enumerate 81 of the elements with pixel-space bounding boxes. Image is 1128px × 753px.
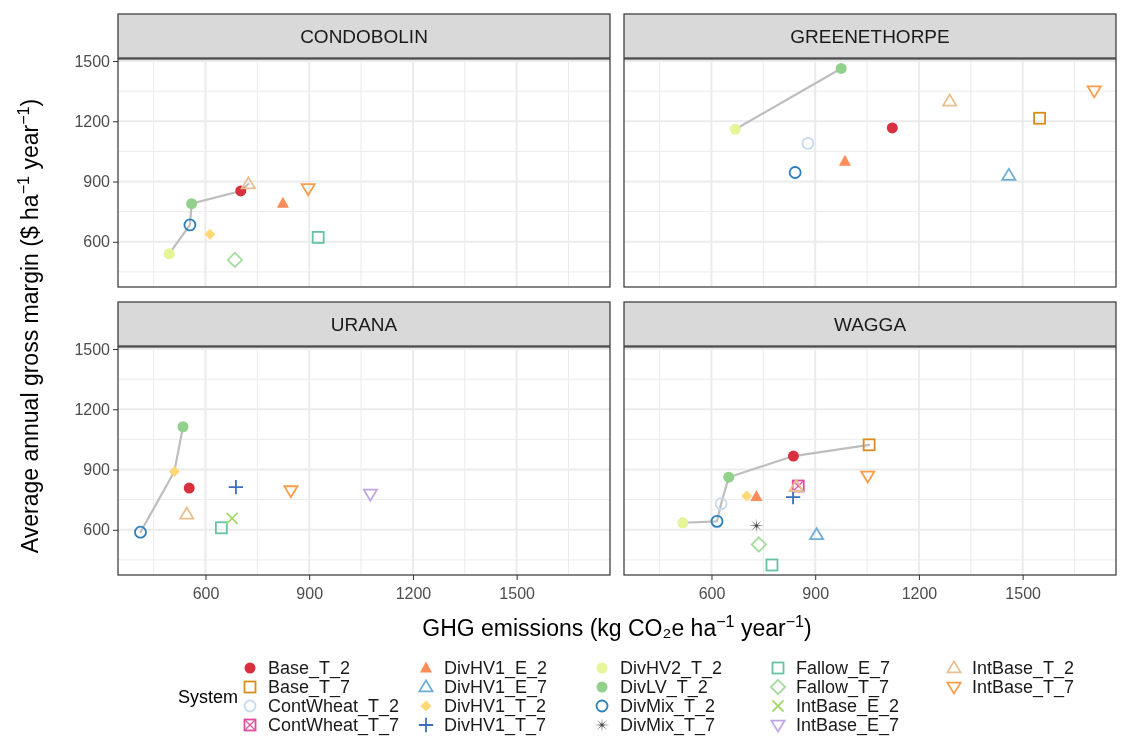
point bbox=[809, 527, 825, 541]
y-tick-label: 1500 bbox=[74, 340, 111, 358]
y-tick-label: 600 bbox=[83, 233, 111, 251]
point bbox=[741, 490, 753, 502]
point bbox=[300, 183, 316, 197]
legend-label: Base_T_2 bbox=[268, 658, 351, 679]
point bbox=[276, 196, 289, 208]
point bbox=[134, 525, 147, 539]
chart-title: URANA bbox=[330, 314, 398, 335]
legend-label: DivHV1_T_2 bbox=[444, 696, 547, 717]
point bbox=[942, 93, 958, 107]
legend-label: DivMix_T_7 bbox=[620, 715, 716, 736]
point bbox=[362, 488, 378, 502]
point bbox=[163, 248, 175, 260]
point bbox=[204, 228, 216, 240]
point bbox=[801, 136, 815, 150]
chart-title: WAGGA bbox=[833, 314, 907, 335]
point bbox=[168, 466, 180, 478]
point bbox=[677, 517, 689, 529]
chart-title: CONDOBOLIN bbox=[300, 26, 428, 47]
point bbox=[214, 521, 228, 535]
legend-label: DivHV1_T_7 bbox=[444, 715, 547, 736]
x-tick-label: 600 bbox=[192, 585, 220, 602]
legend-label: ContWheat_T_7 bbox=[268, 715, 400, 736]
legend-label: DivHV1_E_2 bbox=[444, 658, 548, 679]
point bbox=[723, 471, 735, 483]
y-tick-label: 1200 bbox=[74, 400, 111, 418]
y-tick-label: 900 bbox=[83, 461, 111, 479]
legend-label: DivMix_T_2 bbox=[620, 696, 716, 717]
point bbox=[227, 479, 244, 496]
legend-label: DivLV_T_2 bbox=[620, 677, 708, 698]
y-tick-label: 600 bbox=[83, 521, 111, 539]
x-tick-label: 1200 bbox=[395, 585, 432, 602]
point bbox=[710, 514, 724, 528]
point bbox=[177, 421, 189, 433]
x-axis-title: GHG emissions (kg CO₂e ha$^{−1}$ year$^{−1}$) bbox=[422, 612, 812, 641]
point bbox=[835, 62, 847, 74]
legend-label: Fallow_E_7 bbox=[796, 658, 891, 679]
point bbox=[179, 506, 195, 520]
point bbox=[226, 251, 243, 268]
point bbox=[750, 536, 767, 553]
legend-label: ContWheat_T_2 bbox=[268, 696, 400, 717]
y-tick-label: 1200 bbox=[74, 112, 111, 130]
point bbox=[183, 218, 197, 232]
point bbox=[283, 485, 299, 499]
legend-title: System bbox=[177, 686, 238, 707]
point bbox=[1086, 85, 1102, 99]
legend-label: IntBase_T_7 bbox=[972, 677, 1075, 698]
point bbox=[729, 123, 741, 135]
x-tick-label: 1200 bbox=[901, 585, 938, 602]
point bbox=[1033, 111, 1046, 125]
point bbox=[765, 558, 779, 572]
point bbox=[240, 176, 256, 190]
point bbox=[186, 198, 198, 210]
legend-label: IntBase_E_7 bbox=[796, 715, 900, 736]
point bbox=[1001, 168, 1017, 181]
point bbox=[860, 470, 876, 484]
point bbox=[225, 511, 239, 525]
y-tick-label: 900 bbox=[83, 173, 111, 191]
x-tick-label: 600 bbox=[698, 585, 726, 602]
point bbox=[750, 490, 763, 502]
point bbox=[886, 122, 898, 134]
x-tick-label: 1500 bbox=[1005, 585, 1042, 602]
legend-label: Base_T_7 bbox=[268, 677, 351, 698]
point bbox=[183, 482, 195, 494]
point bbox=[838, 154, 851, 166]
point bbox=[311, 230, 325, 244]
legend-label: DivHV1_E_7 bbox=[444, 677, 548, 698]
x-tick-label: 1500 bbox=[499, 585, 536, 602]
legend-label: DivHV2_T_2 bbox=[620, 658, 723, 679]
x-tick-label: 900 bbox=[802, 585, 830, 602]
point bbox=[787, 450, 799, 462]
point bbox=[862, 438, 876, 452]
y-tick-label: 1500 bbox=[74, 52, 111, 70]
chart-title: GREENETHORPE bbox=[790, 26, 950, 47]
legend-label: Fallow_T_7 bbox=[796, 677, 890, 698]
point bbox=[714, 497, 728, 511]
x-tick-label: 900 bbox=[296, 585, 324, 602]
legend-label: IntBase_E_2 bbox=[796, 696, 900, 717]
point bbox=[788, 166, 802, 179]
legend-label: IntBase_T_2 bbox=[972, 658, 1075, 679]
